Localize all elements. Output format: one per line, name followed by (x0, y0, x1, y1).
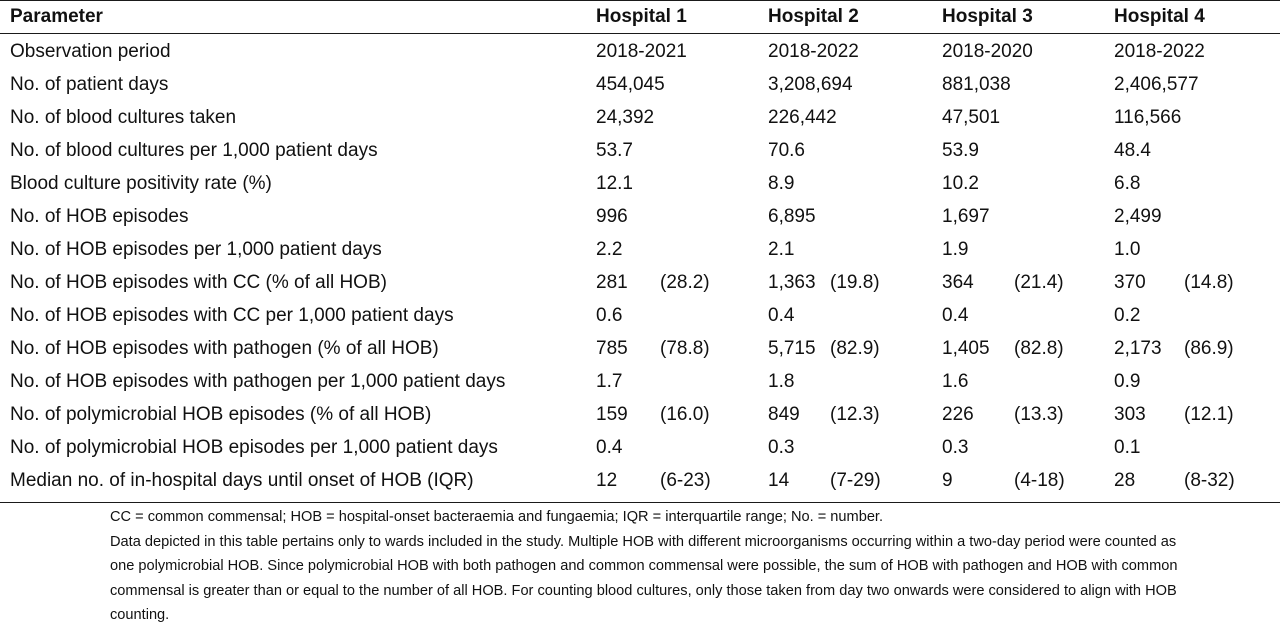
row-label: No. of polymicrobial HOB episodes per 1,… (10, 437, 498, 458)
cell-value: 0.4 (596, 437, 623, 458)
row-label: Observation period (10, 41, 171, 62)
cell-value: 6,895 (768, 206, 816, 227)
cell-value: 0.3 (768, 437, 795, 458)
row-label: No. of HOB episodes with CC per 1,000 pa… (10, 305, 454, 326)
cell-value: 2.1 (768, 239, 795, 260)
cell-value: 785 (596, 338, 628, 359)
cell-value: 226,442 (768, 107, 837, 128)
cell-value: 53.7 (596, 140, 633, 161)
cell-percent: (13.3) (1014, 404, 1064, 425)
cell-value: 1.9 (942, 239, 969, 260)
row-label: Blood culture positivity rate (%) (10, 173, 272, 194)
cell-value: 0.6 (596, 305, 623, 326)
cell-percent: (12.3) (830, 404, 880, 425)
column-header-hospital-3: Hospital 3 (942, 6, 1033, 27)
cell-value: 12.1 (596, 173, 633, 194)
cell-value: 996 (596, 206, 628, 227)
row-label: No. of HOB episodes (10, 206, 189, 227)
row-label: No. of HOB episodes with CC (% of all HO… (10, 272, 387, 293)
row-label: No. of blood cultures taken (10, 107, 237, 128)
cell-value: 14 (768, 470, 790, 491)
cell-value: 0.3 (942, 437, 969, 458)
cell-value: 0.4 (768, 305, 795, 326)
cell-value: 370 (1114, 272, 1146, 293)
cell-percent: (7-29) (830, 470, 881, 491)
cell-percent: (82.8) (1014, 338, 1064, 359)
column-header-hospital-2: Hospital 2 (768, 6, 859, 27)
cell-value: 6.8 (1114, 173, 1141, 194)
cell-value: 47,501 (942, 107, 1001, 128)
cell-value: 303 (1114, 404, 1146, 425)
methods-note: Data depicted in this table pertains onl… (110, 533, 1178, 624)
cell-value: 1,363 (768, 272, 816, 293)
column-header-parameter: Parameter (10, 6, 103, 27)
cell-percent: (14.8) (1184, 272, 1234, 293)
cell-value: 9 (942, 470, 953, 491)
cell-value: 1.8 (768, 371, 795, 392)
cell-value: 1,697 (942, 206, 990, 227)
cell-value: 0.2 (1114, 305, 1141, 326)
column-header-hospital-4: Hospital 4 (1114, 6, 1205, 27)
cell-percent: (78.8) (660, 338, 710, 359)
row-label: No. of HOB episodes with pathogen (% of … (10, 338, 439, 359)
cell-value: 849 (768, 404, 800, 425)
cell-value: 2018-2022 (768, 41, 859, 62)
cell-value: 2,173 (1114, 338, 1162, 359)
cell-value: 2.2 (596, 239, 623, 260)
cell-percent: (4-18) (1014, 470, 1065, 491)
cell-value: 2018-2020 (942, 41, 1033, 62)
cell-value: 8.9 (768, 173, 795, 194)
cell-value: 116,566 (1114, 107, 1182, 128)
row-label: No. of HOB episodes per 1,000 patient da… (10, 239, 382, 260)
cell-value: 1.7 (596, 371, 623, 392)
cell-value: 10.2 (942, 173, 979, 194)
cell-value: 454,045 (596, 74, 665, 95)
cell-value: 281 (596, 272, 628, 293)
cell-value: 2018-2022 (1114, 41, 1205, 62)
cell-percent: (6-23) (660, 470, 711, 491)
abbreviations-note: CC = common commensal; HOB = hospital-on… (110, 509, 884, 525)
cell-percent: (21.4) (1014, 272, 1064, 293)
column-header-hospital-1: Hospital 1 (596, 6, 687, 27)
cell-value: 5,715 (768, 338, 816, 359)
cell-percent: (16.0) (660, 404, 710, 425)
row-label: No. of patient days (10, 74, 169, 95)
cell-value: 0.1 (1114, 437, 1141, 458)
cell-value: 1.6 (942, 371, 969, 392)
cell-value: 1,405 (942, 338, 990, 359)
cell-percent: (86.9) (1184, 338, 1234, 359)
cell-value: 12 (596, 470, 618, 491)
cell-value: 881,038 (942, 74, 1011, 95)
cell-value: 53.9 (942, 140, 979, 161)
cell-percent: (19.8) (830, 272, 880, 293)
cell-value: 24,392 (596, 107, 655, 128)
cell-value: 48.4 (1114, 140, 1151, 161)
cell-value: 2018-2021 (596, 41, 687, 62)
row-label: No. of polymicrobial HOB episodes (% of … (10, 404, 432, 425)
cell-percent: (82.9) (830, 338, 880, 359)
table-header-rule (0, 33, 1280, 34)
cell-percent: (28.2) (660, 272, 710, 293)
row-label: Median no. of in-hospital days until ons… (10, 470, 474, 491)
row-label: No. of HOB episodes with pathogen per 1,… (10, 371, 506, 392)
cell-value: 28 (1114, 470, 1136, 491)
table-footnotes: CC = common commensal; HOB = hospital-on… (110, 505, 1200, 628)
cell-value: 364 (942, 272, 974, 293)
cell-value: 2,406,577 (1114, 74, 1199, 95)
cell-value: 1.0 (1114, 239, 1141, 260)
cell-value: 226 (942, 404, 974, 425)
cell-value: 0.4 (942, 305, 969, 326)
cell-value: 2,499 (1114, 206, 1162, 227)
cell-value: 0.9 (1114, 371, 1141, 392)
cell-percent: (12.1) (1184, 404, 1234, 425)
cell-value: 3,208,694 (768, 74, 853, 95)
table-bottom-rule (0, 502, 1280, 503)
cell-percent: (8-32) (1184, 470, 1235, 491)
cell-value: 70.6 (768, 140, 805, 161)
row-label: No. of blood cultures per 1,000 patient … (10, 140, 378, 161)
table-top-rule (0, 0, 1280, 1)
cell-value: 159 (596, 404, 628, 425)
